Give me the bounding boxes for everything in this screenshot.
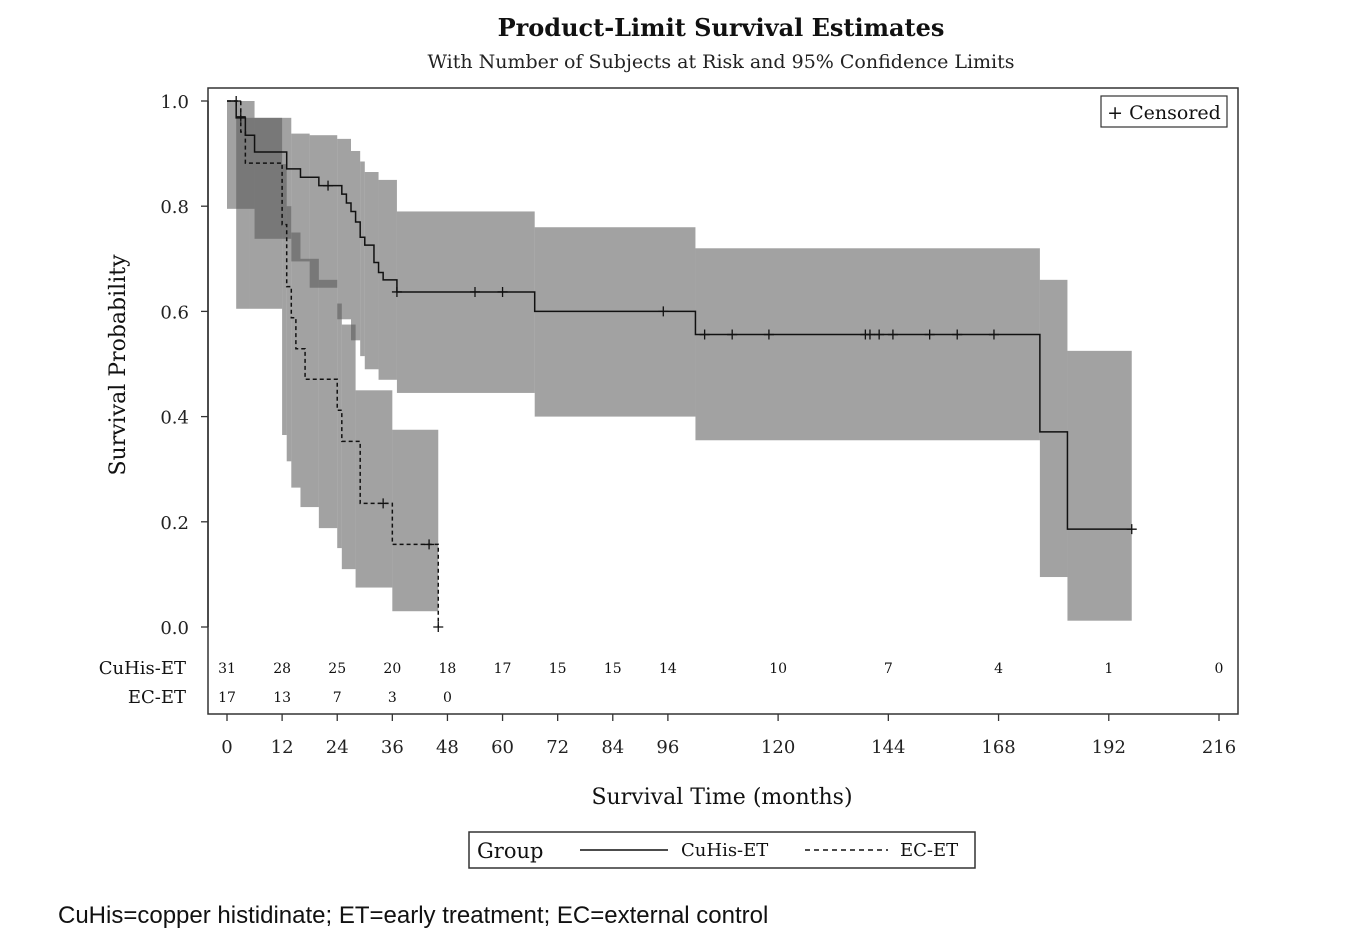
risk-count-ec-et: 17	[218, 690, 236, 706]
risk-row-label-ec-et: EC-ET	[128, 687, 186, 708]
censored-legend-label: + Censored	[1107, 102, 1221, 124]
legend-entry-ec-et: EC-ET	[900, 840, 958, 861]
risk-count-cuhis-et: 25	[328, 661, 346, 677]
risk-count-ec-et: 13	[273, 690, 291, 706]
chart-title: Product-Limit Survival Estimates	[498, 13, 945, 42]
group-legend: Group CuHis-ET EC-ET	[469, 832, 975, 868]
ci-band-ec-et	[392, 430, 438, 611]
x-tick-label: 120	[761, 737, 795, 758]
ci-band-ec-et	[337, 304, 342, 549]
x-tick-label: 48	[436, 737, 459, 758]
ci-band-cuhis-et	[397, 211, 535, 392]
risk-table: CuHis-ET312825201817151514107410EC-ET171…	[99, 658, 1224, 708]
risk-count-cuhis-et: 14	[659, 661, 677, 677]
x-tick-label: 96	[656, 737, 679, 758]
ci-band-cuhis-et	[337, 139, 351, 319]
x-axis-label: Survival Time (months)	[591, 785, 852, 810]
risk-count-cuhis-et: 1	[1104, 661, 1113, 677]
risk-count-cuhis-et: 15	[549, 661, 567, 677]
legend-entry-cuhis-et: CuHis-ET	[681, 840, 768, 861]
censored-legend: + Censored	[1101, 96, 1227, 127]
ci-band-ec-et	[356, 390, 393, 587]
y-tick-label: 0.4	[160, 408, 189, 429]
ci-band-cuhis-et	[535, 227, 696, 416]
x-tick-label: 144	[871, 737, 905, 758]
risk-count-cuhis-et: 17	[494, 661, 512, 677]
ci-band-cuhis-et	[351, 151, 360, 340]
risk-count-ec-et: 0	[443, 690, 452, 706]
ci-band-ec-et	[282, 164, 287, 435]
ci-band-cuhis-et	[365, 172, 379, 369]
x-tick-label: 0	[221, 737, 232, 758]
risk-count-cuhis-et: 28	[273, 661, 291, 677]
y-tick-label: 0.0	[160, 618, 189, 639]
x-tick-label: 168	[981, 737, 1015, 758]
x-tick-label: 216	[1202, 737, 1236, 758]
legend-title: Group	[477, 839, 543, 863]
y-tick-label: 1.0	[160, 92, 189, 113]
ci-band-cuhis-et	[1067, 351, 1131, 621]
x-tick-label: 36	[381, 737, 404, 758]
risk-count-cuhis-et: 31	[218, 661, 236, 677]
risk-count-ec-et: 7	[333, 690, 342, 706]
y-tick-label: 0.6	[160, 302, 189, 323]
x-tick-label: 84	[601, 737, 624, 758]
risk-count-cuhis-et: 15	[604, 661, 622, 677]
ci-band-ec-et	[319, 280, 337, 528]
y-tick-label: 0.2	[160, 513, 189, 534]
ci-band-cuhis-et	[695, 248, 1039, 440]
ci-band-ec-et	[300, 259, 318, 507]
y-axis-label: Survival Probability	[106, 254, 131, 476]
risk-count-cuhis-et: 20	[383, 661, 401, 677]
x-tick-label: 72	[546, 737, 569, 758]
footnote: CuHis=copper histidinate; ET=early treat…	[58, 902, 768, 930]
confidence-bands	[227, 101, 1132, 621]
ci-band-ec-et	[291, 233, 300, 488]
risk-count-cuhis-et: 10	[769, 661, 787, 677]
ci-band-ec-et	[342, 325, 356, 570]
ci-band-ec-et	[236, 118, 250, 309]
risk-count-cuhis-et: 4	[994, 661, 1003, 677]
risk-count-ec-et: 3	[388, 690, 397, 706]
x-tick-label: 24	[326, 737, 349, 758]
survival-chart: Product-Limit Survival Estimates With Nu…	[0, 0, 1362, 900]
x-tick-label: 192	[1092, 737, 1126, 758]
chart-subtitle: With Number of Subjects at Risk and 95% …	[427, 51, 1014, 73]
risk-count-cuhis-et: 7	[884, 661, 893, 677]
ci-band-cuhis-et	[1040, 280, 1068, 577]
risk-count-cuhis-et: 0	[1215, 661, 1224, 677]
x-tick-label: 12	[271, 737, 294, 758]
risk-count-cuhis-et: 18	[439, 661, 457, 677]
y-tick-label: 0.8	[160, 197, 189, 218]
ci-band-cuhis-et	[360, 161, 365, 356]
risk-row-label-cuhis-et: CuHis-ET	[99, 658, 186, 679]
x-tick-label: 60	[491, 737, 514, 758]
censor-mark-ec-et	[433, 622, 443, 632]
